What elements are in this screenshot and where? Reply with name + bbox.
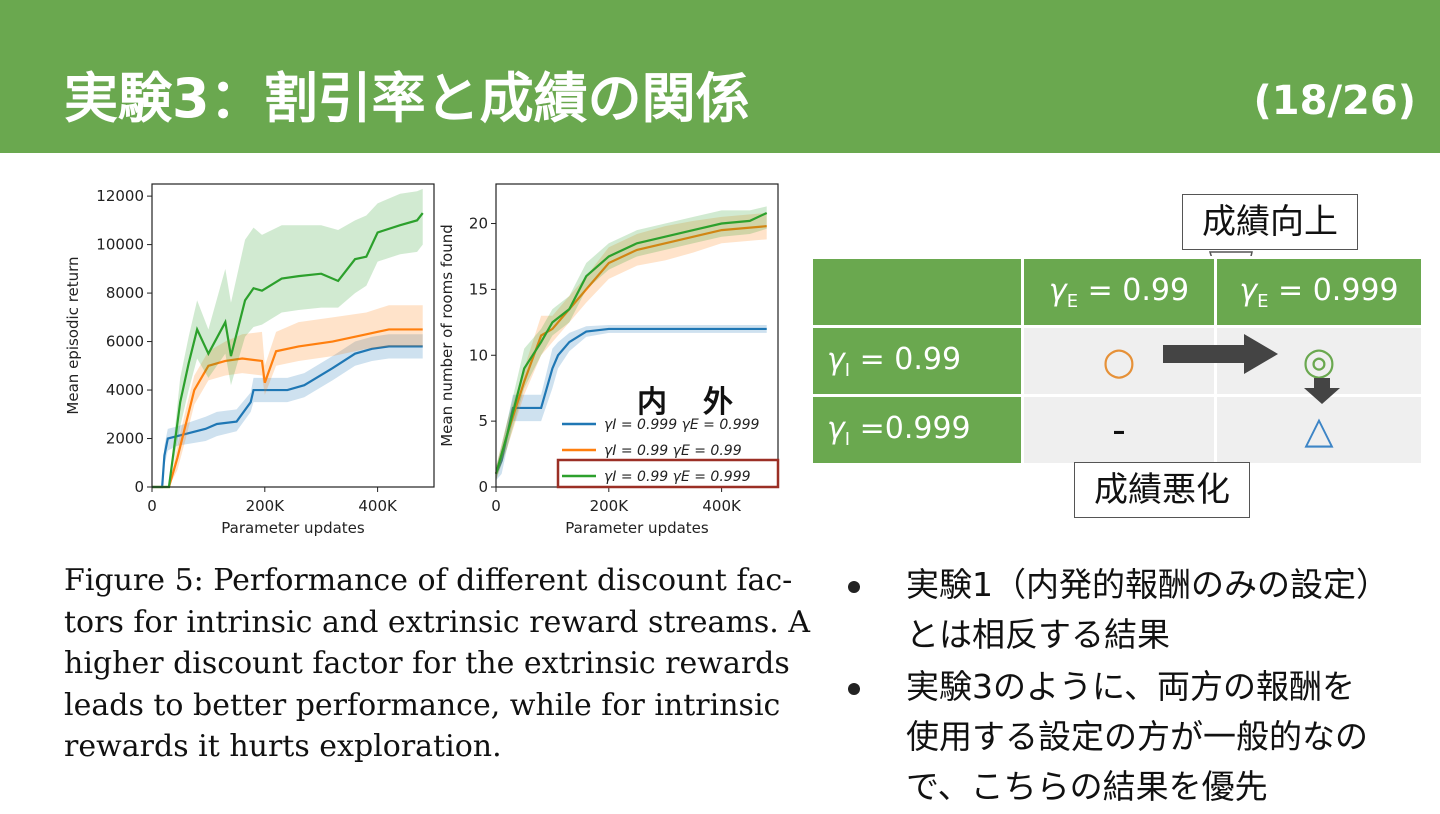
col-header-gammaE-099: γE = 0.99 xyxy=(1021,256,1217,328)
gamma-symbol: γ xyxy=(1048,272,1067,308)
bullet-line: 使用する設定の方が一般的なの xyxy=(906,717,1368,756)
y-tick-label: 4000 xyxy=(106,381,144,399)
y-axis-label: Mean episodic return xyxy=(64,256,82,414)
gamma-symbol: γ xyxy=(1239,272,1258,308)
caption-line: leads to better performance, while for i… xyxy=(64,687,781,723)
double-circle-mark: ◎ xyxy=(1302,339,1336,383)
plot-frame xyxy=(151,183,435,488)
legend-entry: γI = 0.99 γE = 0.99 xyxy=(604,443,742,459)
bullet-dot-icon xyxy=(848,581,860,593)
row-header-gammaI-0999: γI =0.999 xyxy=(810,394,1024,466)
y-tick-label: 15 xyxy=(469,280,488,298)
x-tick-label: 400K xyxy=(358,497,398,515)
figure-plots: 0 200K 400K020004000600080001000012000Para… xyxy=(64,183,780,537)
series-band xyxy=(496,212,767,481)
y-tick-label: 20 xyxy=(469,215,488,233)
series-line xyxy=(494,225,767,475)
y-tick-label: 12000 xyxy=(96,187,144,205)
series-line xyxy=(152,212,424,489)
callout-worse: 成績悪化 xyxy=(1074,462,1250,518)
x-tick-label: 400K xyxy=(702,497,742,515)
bullet-line: で、こちらの結果を優先 xyxy=(906,767,1268,806)
x-tick-label: 200K xyxy=(246,497,286,515)
plot-rooms-found: 0 200K 400K 0 5 10 15 20 Parameter updates Mean n… xyxy=(438,183,780,537)
caption-line: rewards it hurts exploration. xyxy=(64,729,502,764)
y-tick-label: 10 xyxy=(469,346,488,364)
x-tick-label: 0 xyxy=(147,497,157,515)
bullet-item: 実験1（内発的報酬のみの設定） とは相反する結果 xyxy=(842,560,1422,660)
gamma-value: = 0.99 xyxy=(1078,272,1190,308)
series-band xyxy=(152,334,423,487)
caption-line: higher discount factor for the extrinsic… xyxy=(64,646,790,681)
y-tick-label: 6000 xyxy=(106,333,144,351)
caption-line: tors for intrinsic and extrinsic reward … xyxy=(64,604,811,640)
bullet-list: 実験1（内発的報酬のみの設定） とは相反する結果 実験3のように、両方の報酬を … xyxy=(842,560,1422,814)
caption-line: Figure 5: Performance of different disco… xyxy=(64,563,793,598)
gamma-subscript: I xyxy=(844,359,851,381)
series-band xyxy=(496,206,767,481)
title-bar: 実験3：割引率と成績の関係 (18/26) xyxy=(0,0,1440,153)
row-header-gammaI-099: γI = 0.99 xyxy=(810,325,1024,397)
col-header-gammaE-0999: γE = 0.999 xyxy=(1214,256,1424,328)
series-line xyxy=(152,328,423,489)
gamma-value: = 0.999 xyxy=(1268,272,1399,308)
plot-episodic-return: 0 200K 400K 0 2000 4000 6000 8000 10000 12000 Para… xyxy=(64,183,435,537)
x-axis-label: Parameter updates xyxy=(221,519,365,537)
y-tick-label: 0 xyxy=(134,478,144,496)
x-tick-label: 200K xyxy=(590,497,630,515)
down-arrow-icon xyxy=(1304,378,1340,404)
figure-caption: Figure 5: Performance of different disco… xyxy=(64,560,811,768)
dash-mark: - xyxy=(1112,408,1126,452)
legend-entry: γI = 0.999 γE = 0.999 xyxy=(604,417,760,433)
y-tick-label: 0 xyxy=(478,478,488,496)
bullet-line: 実験3のように、両方の報酬を xyxy=(906,667,1356,706)
legend-entry: γI = 0.99 γE = 0.999 xyxy=(604,469,751,485)
bullet-dot-icon xyxy=(848,683,860,695)
gamma-subscript: E xyxy=(1257,290,1269,312)
slide-title: 実験3：割引率と成績の関係 xyxy=(64,67,750,130)
circle-mark: ○ xyxy=(1102,339,1136,383)
y-axis-label: Mean number of rooms found xyxy=(438,224,456,447)
gamma-value: = 0.99 xyxy=(850,341,962,377)
series-line xyxy=(152,345,423,489)
table-cell: ○ xyxy=(1021,325,1217,397)
triangle-mark: △ xyxy=(1304,408,1334,452)
bullet-line: とは相反する結果 xyxy=(906,615,1170,654)
right-arrow-icon xyxy=(1163,334,1278,374)
table-cell: △ xyxy=(1214,394,1424,466)
bullet-item: 実験3のように、両方の報酬を 使用する設定の方が一般的なの で、こちらの結果を優… xyxy=(842,662,1422,812)
gamma-symbol: γ xyxy=(827,410,845,446)
gamma-symbol: γ xyxy=(827,341,845,377)
gamma-subscript: I xyxy=(844,428,851,450)
bullet-line: 実験1（内発的報酬のみの設定） xyxy=(906,565,1389,604)
series-band xyxy=(152,305,423,487)
y-tick-label: 2000 xyxy=(106,430,144,448)
y-tick-label: 10000 xyxy=(96,236,144,254)
series-line xyxy=(494,211,768,475)
table-corner-cell xyxy=(810,256,1024,328)
y-tick-label: 8000 xyxy=(106,284,144,302)
table-cell: - xyxy=(1021,394,1217,466)
x-tick-label: 0 xyxy=(491,497,501,515)
legend-highlight-box xyxy=(556,458,780,489)
legend-header-intrinsic: 内 xyxy=(637,385,667,420)
gamma-subscript: E xyxy=(1066,290,1079,312)
gamma-value: =0.999 xyxy=(850,410,971,446)
page-number: (18/26) xyxy=(1253,78,1417,124)
callout-improve: 成績向上 xyxy=(1182,194,1358,250)
legend-header-extrinsic: 外 xyxy=(703,385,733,420)
x-axis-label: Parameter updates xyxy=(565,519,709,537)
series-band xyxy=(152,188,423,487)
y-tick-label: 5 xyxy=(478,412,488,430)
